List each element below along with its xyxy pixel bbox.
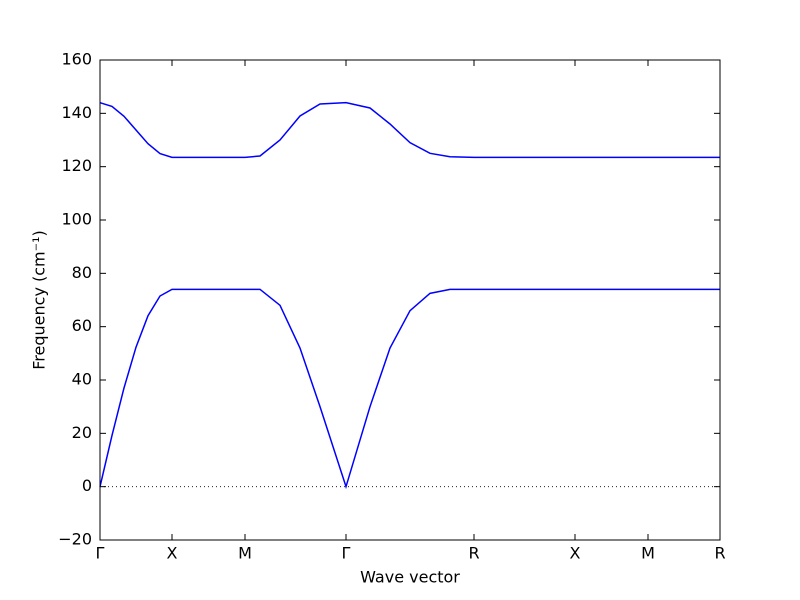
y-tick-label: 40 — [72, 370, 92, 389]
y-tick-label: 160 — [61, 50, 92, 69]
y-tick-label: 100 — [61, 210, 92, 229]
x-axis-label: Wave vector — [360, 568, 460, 587]
x-tick-label: M — [641, 544, 655, 563]
x-tick-label: R — [468, 544, 479, 563]
x-tick-label: X — [570, 544, 581, 563]
y-tick-label: −20 — [58, 530, 92, 549]
x-tick-label: R — [714, 544, 725, 563]
x-tick-label: Γ — [342, 544, 351, 563]
y-tick-label: 20 — [72, 423, 92, 442]
x-tick-label: M — [238, 544, 252, 563]
y-tick-label: 0 — [82, 476, 92, 495]
series-line — [99, 101, 720, 159]
plot-frame — [99, 59, 721, 541]
y-tick-label: 140 — [61, 103, 92, 122]
y-tick-label: 120 — [61, 156, 92, 175]
x-tick-label: Γ — [96, 544, 105, 563]
y-tick-label: 60 — [72, 316, 92, 335]
series-line — [99, 288, 720, 490]
y-axis-label: Frequency (cm⁻¹) — [30, 230, 49, 369]
x-tick-label: X — [167, 544, 178, 563]
y-tick-label: 80 — [72, 263, 92, 282]
